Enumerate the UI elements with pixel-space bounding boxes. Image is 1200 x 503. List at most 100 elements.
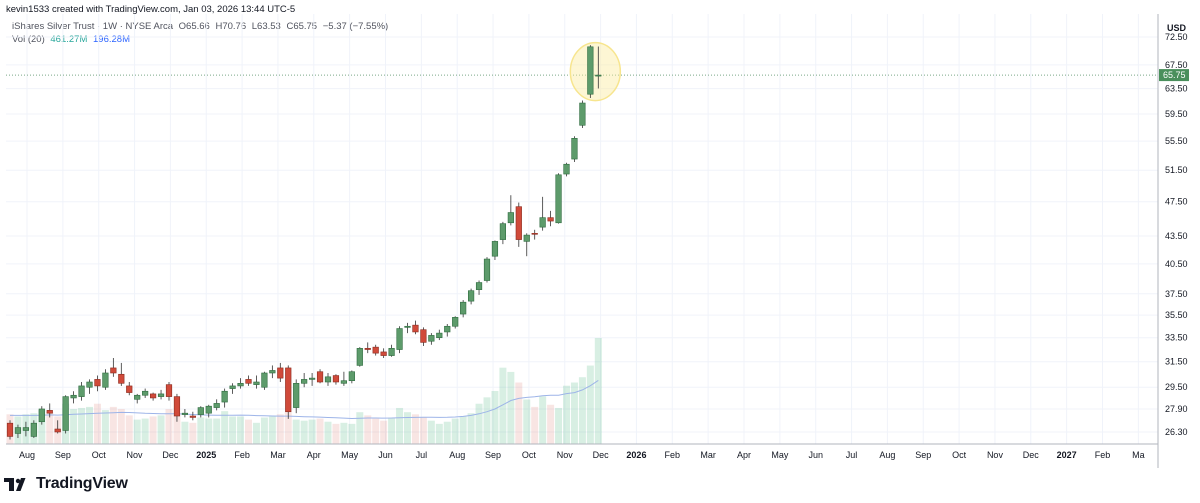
volume-bar (284, 412, 292, 444)
volume-bar (396, 407, 404, 444)
candle-body (6, 422, 14, 437)
candle-body (221, 390, 228, 403)
candle-body (277, 367, 284, 379)
volume-ma-line (10, 379, 599, 420)
candle-body (595, 74, 602, 77)
volume-bar (427, 420, 435, 444)
time-tick-label: Jul (416, 450, 428, 460)
volume-bar (356, 412, 364, 444)
candle-body (420, 329, 427, 343)
tradingview-logo-icon (4, 478, 26, 491)
time-tick-label: Mar (270, 450, 286, 460)
candle-body (142, 390, 149, 396)
candle-body (475, 282, 483, 290)
volume-bar (125, 415, 133, 444)
time-tick-label: May (771, 450, 789, 460)
price-tick-label: 26.30 (1165, 427, 1188, 437)
candle-body (523, 234, 530, 242)
time-tick-label: May (341, 450, 359, 460)
candle-body (348, 371, 355, 382)
volume-bar (149, 416, 157, 444)
volume-bar (451, 418, 459, 444)
time-tick-label: Aug (19, 450, 35, 460)
volume-bar (459, 416, 467, 444)
price-tick-label: 67.50 (1165, 60, 1188, 70)
price-tick-label: 72.50 (1165, 32, 1188, 42)
volume-bar (435, 423, 443, 444)
time-tick-label: Oct (952, 450, 967, 460)
volume-bar (205, 418, 213, 444)
volume-bar (348, 423, 356, 444)
candle-body (22, 427, 30, 431)
volume-bar (237, 416, 245, 444)
time-tick-label: Nov (127, 450, 144, 460)
candle-body (380, 351, 387, 356)
candle-body (340, 380, 348, 384)
candle-body (356, 348, 363, 366)
candle-body (70, 394, 77, 399)
candle-body (102, 372, 109, 388)
volume-bar (547, 404, 555, 444)
time-tick-label: Ma (1132, 450, 1145, 460)
candle-body (205, 405, 212, 414)
volume-ma-value: 196.28M (93, 34, 130, 45)
candle-body (94, 379, 101, 387)
volume-bar (189, 422, 197, 444)
candle-body (38, 408, 45, 423)
highlight-ellipse (569, 41, 622, 102)
volume-bar (404, 412, 411, 444)
candle-body (213, 403, 220, 408)
candle-body (134, 394, 141, 400)
price-tick-label: 51.50 (1165, 165, 1188, 175)
volume-bar (173, 415, 181, 444)
candle-body (555, 174, 562, 224)
volume-bar (388, 417, 396, 444)
price-tick-label: 47.50 (1165, 197, 1188, 207)
time-tick-label: 2026 (626, 450, 646, 460)
volume-ma-path (10, 379, 599, 420)
footer-brand: TradingView (36, 475, 128, 492)
candle-body (515, 206, 522, 240)
volume-bars (6, 338, 602, 444)
time-tick-label: 2027 (1057, 450, 1077, 460)
candle-body (324, 376, 332, 383)
candle-body (452, 317, 459, 327)
price-chart[interactable]: 26.30 27.90 29.50 31.50 33.50 35.50 37.50 40.50… (0, 0, 1200, 468)
last-price-label: 65.75 (1163, 70, 1186, 80)
ohlc-low: L63.53 (251, 21, 281, 32)
volume-value: 461.27M (50, 34, 88, 45)
volume-bar (38, 410, 46, 444)
candle-body (491, 241, 499, 257)
volume-bar (364, 415, 372, 444)
candle-body (467, 290, 475, 302)
candle-body (46, 410, 53, 414)
price-tick-label: 55.50 (1165, 136, 1188, 146)
time-tick-label: Oct (522, 450, 537, 460)
volume-bar (252, 422, 260, 444)
candle-body (372, 346, 379, 354)
candle-body (364, 348, 371, 350)
last-price-box (1159, 69, 1189, 82)
candle-body (483, 258, 491, 281)
chart-grid (6, 14, 1158, 444)
candle-body (30, 422, 37, 437)
volume-bar (109, 406, 117, 444)
time-tick-label: Aug (449, 450, 465, 460)
volume-bar (93, 403, 101, 444)
candle-body (150, 393, 157, 399)
volume-bar (46, 412, 54, 444)
currency-label: USD (1167, 23, 1187, 33)
candle-body (173, 396, 181, 417)
candle-body (531, 233, 538, 235)
time-tick-label: Feb (665, 450, 681, 460)
candle-body (396, 328, 403, 350)
volume-bar (491, 391, 499, 444)
candle-body (301, 379, 308, 384)
candle-body (86, 381, 93, 388)
candle-body (571, 138, 578, 160)
candle-body (189, 415, 196, 418)
candle-body (14, 427, 22, 434)
volume-bar (268, 416, 276, 444)
time-tick-label: Feb (1095, 450, 1111, 460)
volume-bar (86, 406, 93, 444)
